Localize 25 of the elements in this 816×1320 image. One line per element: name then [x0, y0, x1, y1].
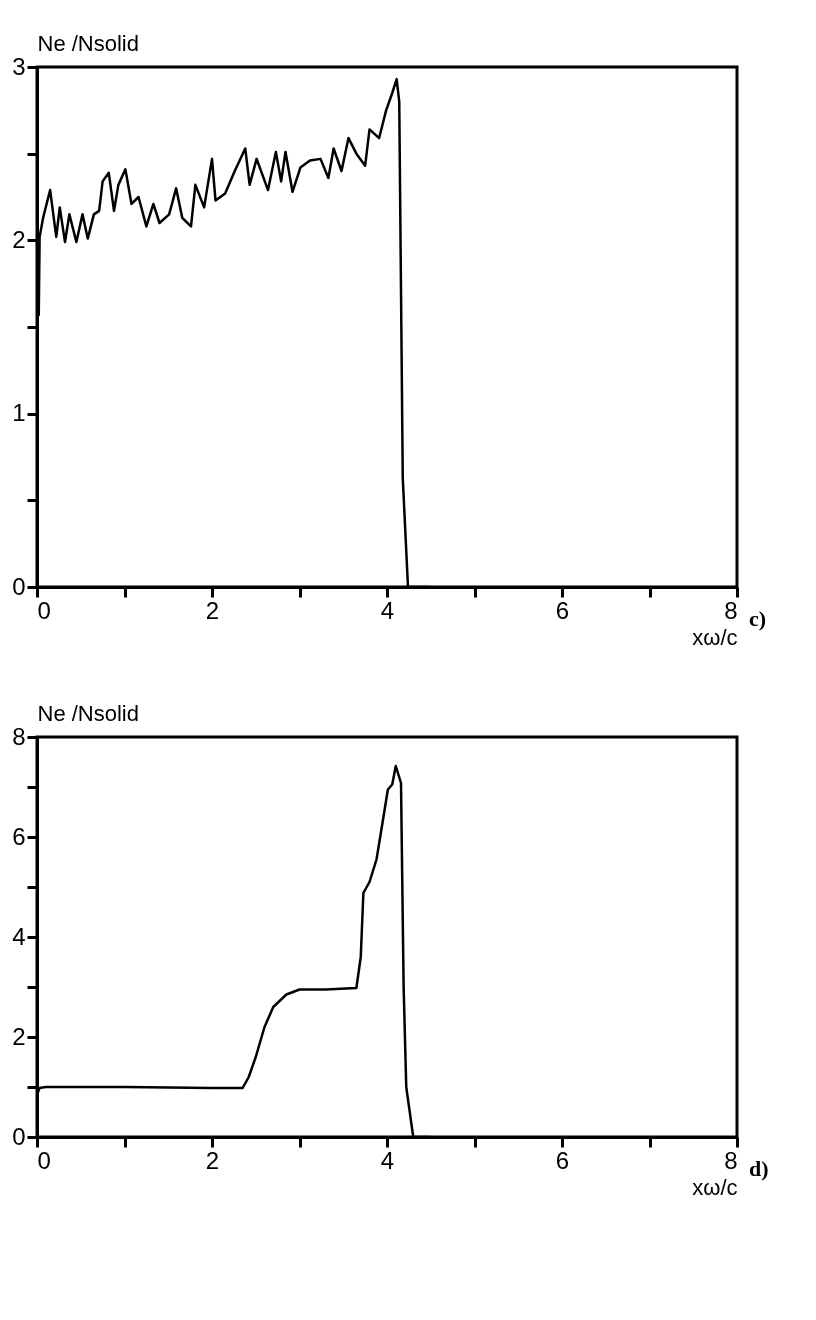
text: c) [749, 606, 767, 631]
x-tick-label: 0 [37, 1146, 51, 1174]
x-tick-label: 8 [724, 1146, 738, 1174]
y-tick-label: 4 [12, 922, 26, 950]
x-tick-label: 6 [555, 596, 570, 624]
x-tick-label: 4 [380, 596, 395, 624]
y-tick-label: 8 [12, 722, 26, 750]
x-tick-label: 0 [37, 596, 51, 624]
x-tick-label: 6 [555, 1146, 570, 1174]
y-tick-label: 1 [12, 399, 26, 427]
x-axis-title: xω/c [692, 1174, 738, 1200]
y-tick-label: 3 [12, 52, 26, 80]
x-tick-label: 8 [724, 596, 738, 624]
y-axis-title: Ne /Nsolid [37, 700, 139, 726]
y-tick-label: 6 [12, 822, 26, 850]
text: d) [749, 1156, 769, 1181]
x-tick-label: 2 [205, 596, 220, 624]
x-tick-label: 2 [205, 1146, 220, 1174]
x-tick-label: 4 [380, 1146, 395, 1174]
y-axis-title: Ne /Nsolid [37, 30, 139, 56]
y-tick-label: 0 [12, 1122, 26, 1150]
y-tick-label: 2 [12, 1022, 26, 1050]
y-tick-label: 2 [12, 225, 26, 253]
y-tick-label: 0 [12, 572, 26, 600]
x-axis-title: xω/c [692, 624, 738, 650]
